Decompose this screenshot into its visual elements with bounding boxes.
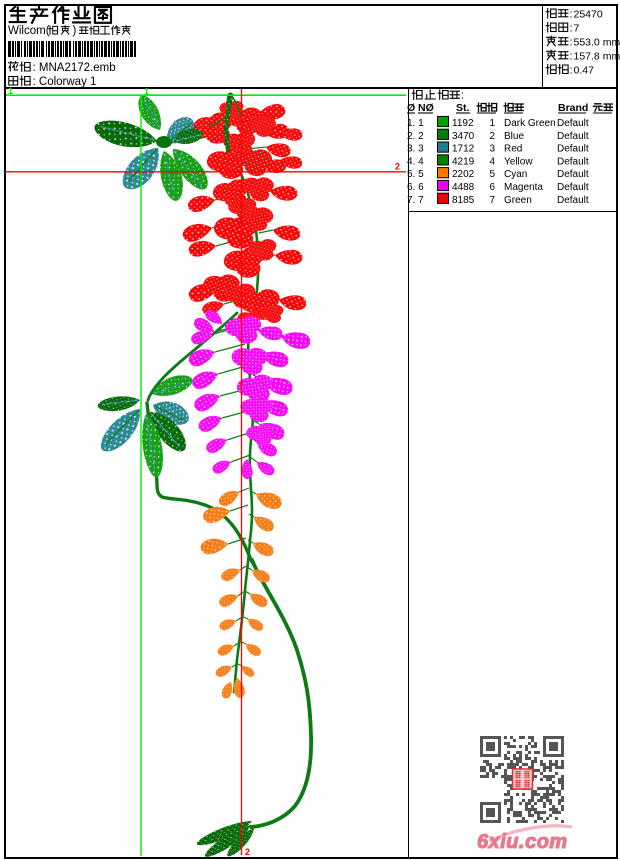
svg-text:7. 7: 7. 7 [407,195,424,206]
svg-text:5. 5: 5. 5 [407,169,424,180]
svg-text::: : [461,90,464,102]
svg-text:7: 7 [489,195,495,206]
svg-text:3. 3: 3. 3 [407,144,424,155]
svg-text:2202: 2202 [452,169,475,180]
svg-text:7: 7 [574,23,580,35]
svg-text:0.47: 0.47 [574,65,595,77]
svg-text:NØ: NØ [418,102,434,114]
svg-text:2: 2 [489,131,495,142]
svg-text:6xiu.com: 6xiu.com [477,831,568,853]
svg-text:1712: 1712 [452,144,475,155]
svg-text:4488: 4488 [452,182,475,193]
svg-text:Default: Default [557,156,589,167]
svg-text:5: 5 [489,169,495,180]
svg-text:Red: Red [504,144,522,155]
svg-text:4. 4: 4. 4 [407,156,424,167]
svg-text:: MNA2172.emb: : MNA2172.emb [33,62,116,74]
svg-text:Default: Default [557,118,589,129]
svg-text:: Colorway 1: : Colorway 1 [33,76,97,88]
svg-text:1192: 1192 [452,118,474,129]
svg-text:Magenta: Magenta [504,182,543,193]
svg-text:Yellow: Yellow [504,156,533,167]
svg-text:3: 3 [489,144,495,155]
svg-text:553.0 mm: 553.0 mm [574,37,620,49]
svg-text:Default: Default [557,182,589,193]
svg-text:2. 2: 2. 2 [407,131,424,142]
svg-text:1. 1: 1. 1 [407,118,424,129]
svg-text:6. 6: 6. 6 [407,182,424,193]
svg-text:Default: Default [557,144,589,155]
svg-text:Default: Default [557,169,589,180]
svg-text:1: 1 [489,118,495,129]
svg-text:Default: Default [557,131,589,142]
svg-text:St.: St. [456,102,470,114]
svg-text:25470: 25470 [574,9,603,21]
svg-text::: : [570,23,573,35]
svg-text::: : [570,51,573,63]
svg-text::: : [570,9,573,21]
svg-text:Cyan: Cyan [504,169,527,180]
svg-text:Brand: Brand [558,102,588,114]
svg-text:2: 2 [245,847,250,857]
svg-text:2: 2 [395,162,400,172]
svg-text:1: 1 [8,86,13,96]
svg-text:1: 1 [144,87,149,97]
svg-text:Dark Green: Dark Green [504,118,556,129]
svg-text:Wilcom(: Wilcom( [8,25,50,37]
svg-text:): ) [73,25,77,37]
svg-text:4: 4 [489,156,495,167]
svg-text::: : [570,65,573,77]
svg-text:157.8 mm: 157.8 mm [574,51,620,63]
svg-text::: : [570,37,573,49]
svg-text:8185: 8185 [452,195,475,206]
svg-text:4219: 4219 [452,156,475,167]
svg-text:Blue: Blue [504,131,524,142]
svg-text:6: 6 [489,182,495,193]
svg-text:Green: Green [504,195,532,206]
svg-text:3470: 3470 [452,131,475,142]
svg-text:Ø: Ø [407,102,415,114]
svg-text:Default: Default [557,195,589,206]
